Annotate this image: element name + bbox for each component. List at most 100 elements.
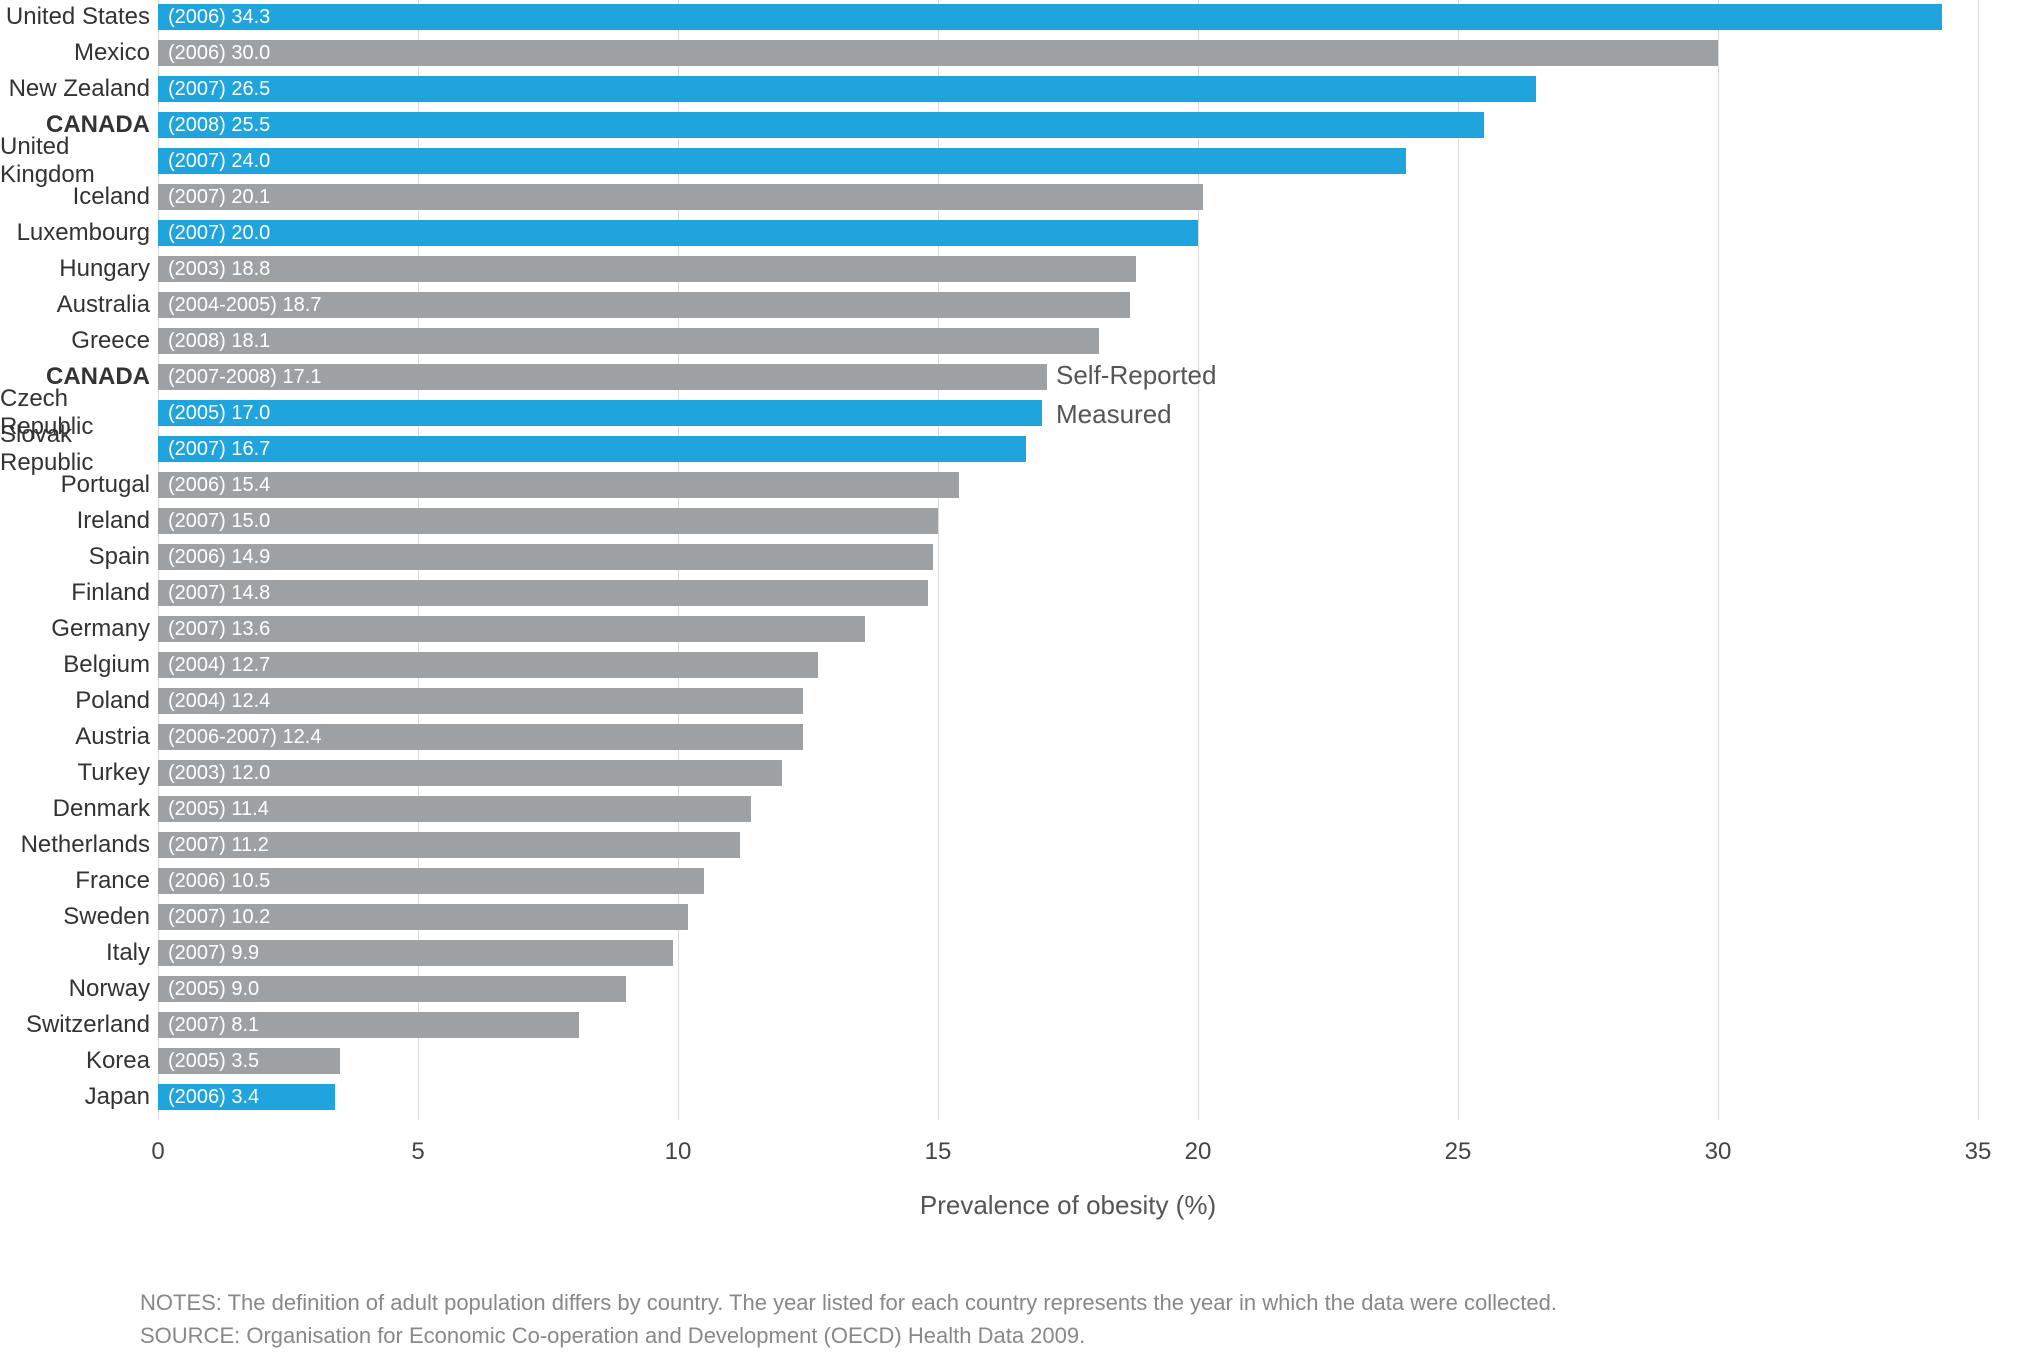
chart-notes: NOTES: The definition of adult populatio…: [140, 1286, 1557, 1352]
legend-item: Measured: [992, 399, 1216, 430]
bar-value-label: (2006) 10.5: [158, 870, 270, 893]
bar: (2007-2008) 17.1: [158, 364, 1047, 390]
bar-value-label: (2005) 3.5: [158, 1050, 259, 1073]
bar: (2008) 25.5: [158, 112, 1484, 138]
legend-swatch: [992, 404, 1040, 426]
country-label: Portugal: [61, 472, 150, 498]
country-label: Finland: [71, 580, 150, 606]
bar-value-label: (2004) 12.4: [158, 690, 270, 713]
gridline: [1978, 0, 1979, 1120]
country-label: Japan: [85, 1084, 150, 1110]
bar: (2006) 30.0: [158, 40, 1718, 66]
country-label: Slovak Republic: [0, 436, 150, 462]
bar-value-label: (2007) 16.7: [158, 438, 270, 461]
bar: (2004) 12.4: [158, 688, 803, 714]
country-label: Switzerland: [26, 1012, 150, 1038]
bar: (2004) 12.7: [158, 652, 818, 678]
legend-label: Self-Reported: [1056, 360, 1216, 391]
bar: (2005) 17.0: [158, 400, 1042, 426]
bar: (2003) 12.0: [158, 760, 782, 786]
country-label: New Zealand: [9, 76, 150, 102]
bar: (2007) 26.5: [158, 76, 1536, 102]
country-label: Hungary: [59, 256, 150, 282]
bar: (2007) 20.1: [158, 184, 1203, 210]
x-tick-label: 30: [1705, 1138, 1732, 1166]
country-label: Belgium: [63, 652, 150, 678]
note-line: NOTES: The definition of adult populatio…: [140, 1286, 1557, 1319]
bar: (2007) 16.7: [158, 436, 1026, 462]
x-tick-label: 0: [151, 1138, 164, 1166]
bar-value-label: (2003) 12.0: [158, 762, 270, 785]
bar: (2007) 15.0: [158, 508, 938, 534]
country-label: United States: [6, 4, 150, 30]
bar-value-label: (2006) 15.4: [158, 474, 270, 497]
bar: (2007) 20.0: [158, 220, 1198, 246]
bar-value-label: (2007) 9.9: [158, 942, 259, 965]
bar: (2006) 14.9: [158, 544, 933, 570]
bar: (2007) 8.1: [158, 1012, 579, 1038]
gridline: [1718, 0, 1719, 1120]
country-label: Iceland: [73, 184, 150, 210]
country-label: Denmark: [53, 796, 150, 822]
bar-value-label: (2007) 13.6: [158, 618, 270, 641]
bar-value-label: (2006) 30.0: [158, 42, 270, 65]
bar-value-label: (2007) 10.2: [158, 906, 270, 929]
bar-value-label: (2005) 17.0: [158, 402, 270, 425]
bar: (2007) 14.8: [158, 580, 928, 606]
bar: (2007) 13.6: [158, 616, 865, 642]
bar-value-label: (2007) 20.1: [158, 186, 270, 209]
x-axis-title: Prevalence of obesity (%): [920, 1190, 1216, 1221]
bar-value-label: (2008) 18.1: [158, 330, 270, 353]
country-label: United Kingdom: [0, 148, 150, 174]
bar: (2006) 15.4: [158, 472, 959, 498]
bar: (2007) 11.2: [158, 832, 740, 858]
bar-value-label: (2007) 20.0: [158, 222, 270, 245]
country-label: Netherlands: [21, 832, 150, 858]
x-tick-label: 20: [1185, 1138, 1212, 1166]
bar: (2006-2007) 12.4: [158, 724, 803, 750]
bar: (2004-2005) 18.7: [158, 292, 1130, 318]
x-tick-label: 25: [1445, 1138, 1472, 1166]
plot-area: (2006) 34.3 (2006) 30.0 (2007) 26.5 (2008) …: [158, 0, 1978, 1120]
legend-item: Self-Reported: [992, 360, 1216, 391]
x-tick-label: 10: [665, 1138, 692, 1166]
bar-value-label: (2007-2008) 17.1: [158, 366, 321, 389]
country-label: Ireland: [77, 508, 150, 534]
country-label: Greece: [71, 328, 150, 354]
legend-swatch: [992, 365, 1040, 387]
bar: (2007) 10.2: [158, 904, 688, 930]
country-label: Mexico: [74, 40, 150, 66]
bar-value-label: (2007) 24.0: [158, 150, 270, 173]
bar-value-label: (2007) 11.2: [158, 834, 269, 857]
x-tick-label: 5: [411, 1138, 424, 1166]
country-label: Italy: [106, 940, 150, 966]
bar-value-label: (2005) 9.0: [158, 978, 259, 1001]
country-label: Sweden: [63, 904, 150, 930]
bar: (2003) 18.8: [158, 256, 1136, 282]
bar-value-label: (2007) 14.8: [158, 582, 270, 605]
x-tick-label: 15: [925, 1138, 952, 1166]
country-label: Austria: [75, 724, 150, 750]
bar-value-label: (2006-2007) 12.4: [158, 726, 321, 749]
gridline: [1458, 0, 1459, 1120]
bar: (2007) 9.9: [158, 940, 673, 966]
bar-value-label: (2006) 34.3: [158, 6, 270, 29]
country-label: Luxembourg: [17, 220, 150, 246]
bar: (2005) 11.4: [158, 796, 751, 822]
bar-value-label: (2004) 12.7: [158, 654, 270, 677]
bar: (2005) 9.0: [158, 976, 626, 1002]
legend: Self-Reported Measured: [992, 360, 1216, 438]
country-label: Germany: [51, 616, 150, 642]
x-tick-label: 35: [1965, 1138, 1992, 1166]
country-label: Australia: [57, 292, 150, 318]
bar-value-label: (2008) 25.5: [158, 114, 270, 137]
bar: (2006) 3.4: [158, 1084, 335, 1110]
bar-value-label: (2007) 15.0: [158, 510, 270, 533]
bar-value-label: (2005) 11.4: [158, 798, 269, 821]
country-label: Korea: [86, 1048, 150, 1074]
bar: (2006) 34.3: [158, 4, 1942, 30]
bar: (2006) 10.5: [158, 868, 704, 894]
bar-value-label: (2004-2005) 18.7: [158, 294, 321, 317]
bar-value-label: (2003) 18.8: [158, 258, 270, 281]
bar-value-label: (2006) 14.9: [158, 546, 270, 569]
